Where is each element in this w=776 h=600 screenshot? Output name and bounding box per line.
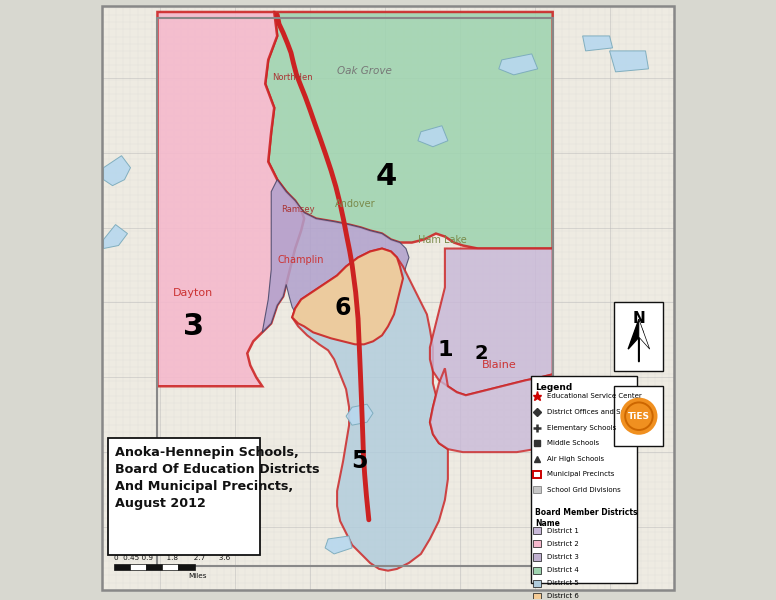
Text: District 6: District 6 [547, 593, 579, 599]
Polygon shape [430, 368, 553, 452]
Text: Middle Schools: Middle Schools [547, 440, 599, 446]
Polygon shape [430, 248, 553, 395]
Text: Elementary Schools: Elementary Schools [547, 425, 617, 431]
Text: Ramsey: Ramsey [282, 205, 315, 214]
Text: 0  0.45 0.9      1.8       2.7      3.6: 0 0.45 0.9 1.8 2.7 3.6 [114, 555, 230, 561]
Bar [533, 540, 542, 547]
Bar [130, 564, 146, 570]
Polygon shape [325, 536, 352, 554]
Bar [533, 470, 542, 478]
Text: Air High Schools: Air High Schools [547, 456, 605, 462]
Text: 1: 1 [437, 340, 452, 361]
Polygon shape [103, 156, 130, 185]
Polygon shape [418, 126, 448, 147]
Text: District Offices and Services: District Offices and Services [547, 409, 646, 415]
Text: Municipal Precincts: Municipal Precincts [547, 471, 615, 477]
Bar [615, 386, 663, 446]
Bar [108, 439, 261, 555]
Bar [114, 564, 130, 570]
Bar [162, 564, 178, 570]
Text: 3: 3 [183, 312, 204, 341]
Polygon shape [639, 319, 650, 349]
Polygon shape [103, 224, 127, 248]
Text: Board Member Districts
Name: Board Member Districts Name [535, 508, 638, 528]
Polygon shape [610, 51, 649, 72]
Polygon shape [262, 179, 409, 344]
Text: TiES: TiES [628, 412, 650, 421]
Text: District 5: District 5 [547, 580, 579, 586]
Text: NorthHen: NorthHen [272, 73, 313, 82]
Text: District 4: District 4 [547, 567, 579, 573]
Polygon shape [583, 36, 612, 51]
Text: 2: 2 [474, 344, 487, 363]
Bar [533, 486, 542, 493]
Bar [146, 564, 162, 570]
Text: Anoka-Hennepin Schools,
Board Of Education Districts
And Municipal Precincts,
Au: Anoka-Hennepin Schools, Board Of Educati… [115, 446, 320, 509]
Text: Blaine: Blaine [481, 360, 516, 370]
Polygon shape [499, 54, 538, 75]
Polygon shape [346, 404, 373, 425]
Bar [615, 302, 663, 371]
Polygon shape [158, 12, 304, 386]
Text: 4: 4 [376, 162, 397, 191]
Bar [533, 527, 542, 534]
Text: District 2: District 2 [547, 541, 579, 547]
Bar [178, 564, 195, 570]
Text: District 3: District 3 [547, 554, 579, 560]
Text: Miles: Miles [189, 573, 207, 579]
Bar [533, 553, 542, 560]
Circle shape [620, 398, 657, 435]
Text: Legend: Legend [535, 383, 573, 392]
Polygon shape [628, 319, 639, 349]
Polygon shape [265, 12, 553, 248]
Polygon shape [293, 248, 403, 344]
Text: Andover: Andover [334, 199, 376, 209]
Text: Dayton: Dayton [173, 289, 213, 298]
Text: Oak Grove: Oak Grove [337, 65, 391, 76]
Text: School Grid Divisions: School Grid Divisions [547, 487, 621, 493]
Polygon shape [553, 536, 591, 554]
Bar [531, 376, 637, 583]
Text: Champlin: Champlin [278, 256, 324, 265]
Bar [533, 580, 542, 587]
Polygon shape [293, 248, 448, 571]
Text: Educational Service Center: Educational Service Center [547, 394, 642, 400]
Text: 6: 6 [334, 296, 351, 320]
Text: 5: 5 [352, 449, 368, 473]
Bar [158, 18, 553, 566]
Text: Ham Lake: Ham Lake [417, 235, 466, 245]
Text: District 1: District 1 [547, 527, 579, 533]
Bar [533, 593, 542, 600]
Text: N: N [632, 311, 646, 326]
Bar [533, 566, 542, 574]
